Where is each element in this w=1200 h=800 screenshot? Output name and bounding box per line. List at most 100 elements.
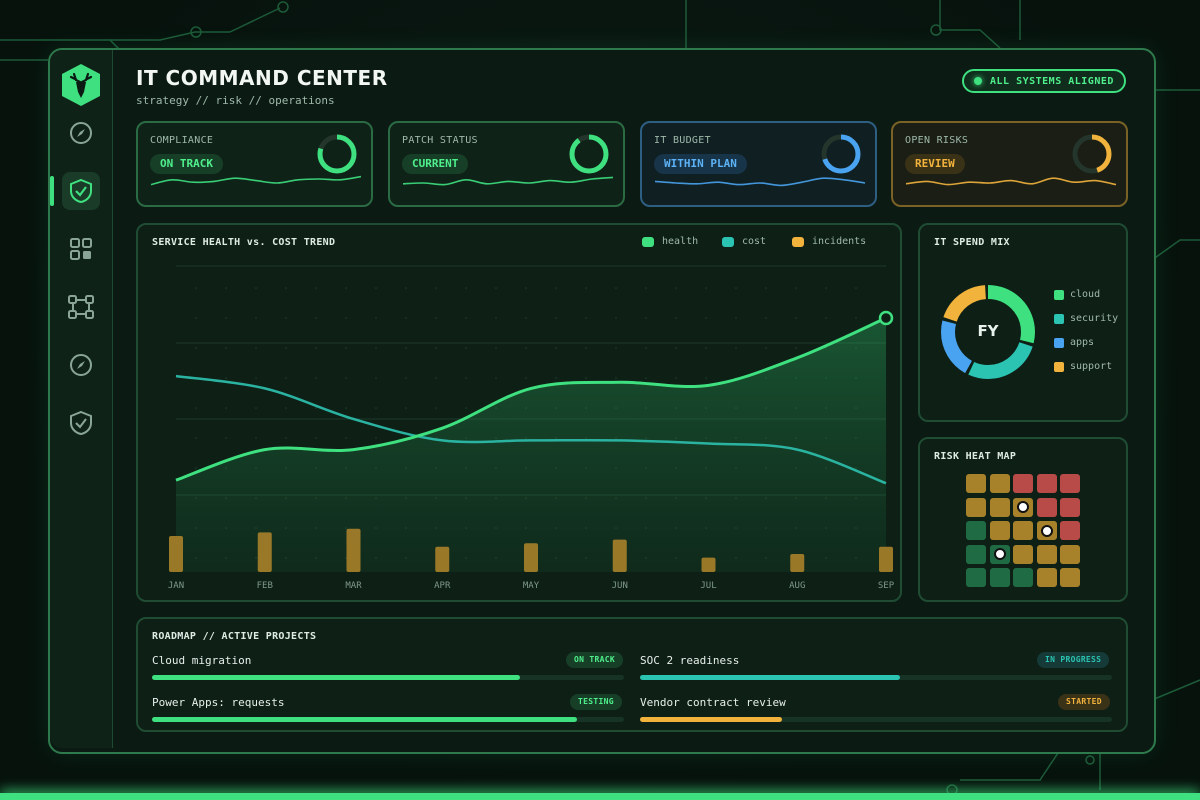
shield-icon <box>70 410 92 436</box>
heatmap-cell[interactable] <box>1060 474 1080 493</box>
risk-marker <box>993 548 1006 560</box>
grid-dot <box>465 317 467 319</box>
sparkline-path <box>150 175 362 186</box>
grid-dot <box>495 287 497 289</box>
grid-dot <box>195 347 197 349</box>
nav-item-compass-2[interactable] <box>62 346 100 384</box>
grid-dot <box>525 347 527 349</box>
grid-dot <box>315 347 317 349</box>
heatmap-cell[interactable] <box>1060 568 1080 587</box>
grid-dot <box>435 407 437 409</box>
incident-bar <box>879 546 893 572</box>
heatmap-cell[interactable] <box>966 544 986 564</box>
grid-dot <box>795 347 797 349</box>
heatmap-cell[interactable] <box>1060 544 1080 564</box>
grid-dot <box>375 437 377 439</box>
legend-item-cost: cost <box>722 236 766 247</box>
roadmap-panel <box>136 617 1128 732</box>
grid-dot <box>465 287 467 289</box>
ring-progress <box>1072 134 1112 174</box>
heatmap-cell[interactable] <box>1060 497 1080 517</box>
heatmap-cell[interactable] <box>966 568 986 587</box>
heatmap-cell[interactable] <box>966 521 986 540</box>
grid-dot <box>345 407 347 409</box>
heatmap-cell[interactable] <box>1013 521 1033 540</box>
spend-mix-donut <box>941 285 1035 379</box>
heatmap-cell[interactable] <box>989 521 1010 540</box>
grid-dot <box>345 317 347 319</box>
donut-center-label: FY <box>977 322 999 340</box>
kpi-card-compliance[interactable]: COMPLIANCE ON TRACK <box>136 121 373 207</box>
trend-chart <box>169 265 894 572</box>
grid-dot <box>825 287 827 289</box>
grid-dot <box>315 437 317 439</box>
compass-icon <box>70 354 92 376</box>
kpi-card-patch-status[interactable]: PATCH STATUS CURRENT <box>388 121 625 207</box>
grid-dot <box>645 317 647 319</box>
bottom-glow-bar <box>0 793 1200 800</box>
grid-dot <box>435 347 437 349</box>
grid-dot <box>495 377 497 379</box>
mix-legend-apps: apps <box>1054 337 1094 348</box>
legend-item-health: health <box>642 236 698 247</box>
heatmap-cell[interactable] <box>966 497 986 517</box>
heatmap-cell[interactable] <box>1060 521 1080 540</box>
heatmap-cell[interactable] <box>1013 568 1033 587</box>
project-progress-fill <box>640 675 900 680</box>
risk-marker <box>1040 524 1053 537</box>
legend-swatch <box>642 236 654 247</box>
grid-dot <box>615 287 617 289</box>
grid-dot <box>735 317 737 319</box>
nav-item-grid[interactable] <box>62 230 100 268</box>
heatmap-cell[interactable] <box>989 497 1010 517</box>
heatmap-cell[interactable] <box>966 474 986 493</box>
grid-dot <box>705 287 707 289</box>
trend-chart-title: SERVICE HEALTH vs. COST TREND <box>152 237 336 248</box>
heatmap-cell[interactable] <box>1013 544 1033 564</box>
heatmap-cell[interactable] <box>1013 474 1033 493</box>
legend-swatch <box>722 236 734 247</box>
nav-item-shield[interactable] <box>62 404 100 442</box>
heatmap-cell[interactable] <box>1036 568 1057 587</box>
heatmap-cell[interactable] <box>1036 544 1057 564</box>
grid-dot <box>315 317 317 319</box>
risk-marker <box>1017 501 1029 513</box>
heatmap-cell[interactable] <box>1036 474 1057 493</box>
grid-dot <box>735 287 737 289</box>
kpi-card-open-risks[interactable]: OPEN RISKS REVIEW <box>891 121 1128 207</box>
incident-bar <box>169 536 183 572</box>
project-progress-fill <box>152 717 577 722</box>
grid-dot <box>465 347 467 349</box>
grid-dot <box>345 377 347 379</box>
project-name: Vendor contract review <box>640 696 786 709</box>
heatmap-cell[interactable] <box>1036 521 1057 540</box>
heatmap-cell[interactable] <box>1036 497 1057 517</box>
x-axis-tick-label: FEB <box>256 581 273 591</box>
legend-swatch <box>1054 289 1064 300</box>
heatmap-cell[interactable] <box>1013 497 1033 517</box>
incident-bar <box>701 557 716 572</box>
kpi-ring-gauge <box>317 134 357 174</box>
grid-dot <box>765 287 767 289</box>
incident-bar <box>435 546 450 572</box>
heatmap-cell[interactable] <box>989 544 1010 564</box>
nav-item-security[interactable] <box>50 172 100 210</box>
grid-dot <box>495 347 497 349</box>
x-axis-tick-label: SEP <box>877 581 895 591</box>
nav-item-compass[interactable] <box>62 114 100 152</box>
incident-bar <box>524 543 538 572</box>
grid-dot <box>375 317 377 319</box>
nav-item-network[interactable] <box>62 288 100 326</box>
system-status-badge[interactable]: ALL SYSTEMS ALIGNED <box>962 69 1126 93</box>
kpi-label: PATCH STATUS <box>402 135 478 146</box>
grid-dot <box>345 287 347 289</box>
kpi-card-it-budget[interactable]: IT BUDGET WITHIN PLAN <box>640 121 877 207</box>
kpi-status-badge: ON TRACK <box>150 154 223 174</box>
grid-dot <box>675 287 677 289</box>
grid-dot <box>555 347 557 349</box>
heatmap-cell[interactable] <box>989 474 1010 493</box>
heatmap-cell[interactable] <box>989 568 1010 587</box>
grid-dot <box>375 407 377 409</box>
x-axis-tick-label: MAR <box>345 581 362 591</box>
grid-dot <box>285 377 287 379</box>
